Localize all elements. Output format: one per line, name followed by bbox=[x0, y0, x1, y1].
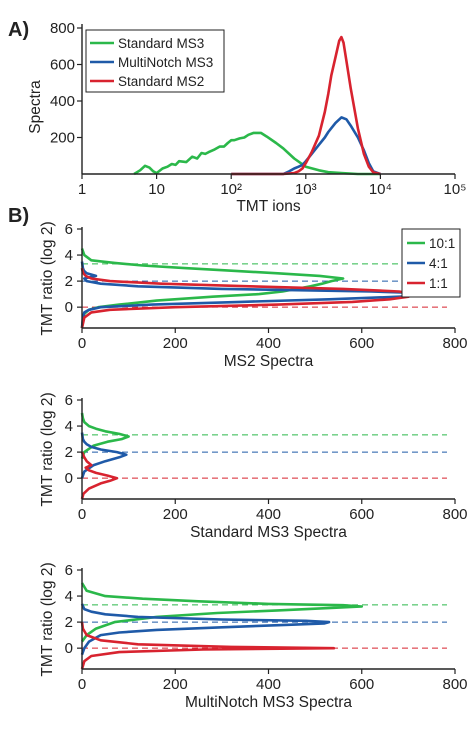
legend-label: 4:1 bbox=[429, 256, 448, 271]
panel-label-b: B) bbox=[8, 205, 29, 227]
x-tick-label: 1 bbox=[78, 181, 86, 198]
legend-label: Standard MS3 bbox=[118, 36, 204, 51]
series-line-standard-ms2 bbox=[231, 35, 381, 176]
y-tick-label: 6 bbox=[65, 221, 73, 238]
series-line-10-1 bbox=[80, 412, 130, 460]
ratio-plot-standard-ms3: 0 200 400 600 800 0 2 4 6 Standard MS3 Spectra TMT… bbox=[39, 392, 468, 541]
x-tick-label: 400 bbox=[256, 335, 281, 352]
y-tick-label: 600 bbox=[50, 57, 75, 74]
x-tick-label: 10³ bbox=[295, 181, 317, 198]
ratio-plot-ms2: 0 200 400 600 800 0 2 4 6 MS2 Spectra TMT ratio (l… bbox=[39, 221, 468, 370]
legend: Standard MS3 MultiNotch MS3 Standard MS2 bbox=[85, 29, 225, 93]
series-line-4-1 bbox=[80, 603, 331, 656]
y-axis-label: TMT ratio (log 2) bbox=[39, 221, 56, 335]
series-line-10-1 bbox=[80, 582, 364, 643]
y-tick-label: 4 bbox=[65, 247, 73, 264]
histogram-tmt-ions: 1 10 10² 10³ 10⁴ 10⁵ 200 400 600 800 TMT ions Spect… bbox=[27, 20, 466, 215]
series-line-1-1 bbox=[80, 451, 119, 500]
x-tick-label: 800 bbox=[442, 335, 467, 352]
x-axis-label: TMT ions bbox=[236, 198, 301, 215]
x-tick-label: 0 bbox=[78, 676, 86, 693]
y-tick-label: 6 bbox=[65, 562, 73, 579]
y-axis-label: TMT ratio (log 2) bbox=[39, 392, 56, 506]
x-tick-label: 10⁵ bbox=[444, 181, 467, 198]
x-tick-label: 400 bbox=[256, 676, 281, 693]
x-tick-label: 10 bbox=[148, 181, 165, 198]
y-axis-label: Spectra bbox=[27, 80, 44, 134]
series-line-standard-ms3 bbox=[133, 131, 381, 176]
y-tick-label: 200 bbox=[50, 130, 75, 147]
y-tick-label: 400 bbox=[50, 93, 75, 110]
x-tick-label: 600 bbox=[349, 506, 374, 523]
x-tick-label: 200 bbox=[163, 676, 188, 693]
x-axis-label: MS2 Spectra bbox=[224, 353, 314, 370]
y-axis-label: TMT ratio (log 2) bbox=[39, 562, 56, 676]
x-tick-label: 10² bbox=[220, 181, 242, 198]
legend: 10:1 4:1 1:1 bbox=[401, 228, 461, 298]
y-tick-label: 4 bbox=[65, 418, 73, 435]
x-tick-label: 600 bbox=[349, 335, 374, 352]
legend-label: MultiNotch MS3 bbox=[118, 55, 213, 70]
x-tick-label: 400 bbox=[256, 506, 281, 523]
x-tick-label: 200 bbox=[163, 506, 188, 523]
x-tick-label: 200 bbox=[163, 335, 188, 352]
series-line-4-1 bbox=[80, 432, 128, 479]
x-tick-label: 0 bbox=[78, 506, 86, 523]
y-tick-label: 2 bbox=[65, 273, 73, 290]
y-tick-label: 4 bbox=[65, 588, 73, 605]
y-tick-label: 0 bbox=[65, 640, 73, 657]
legend-label: 1:1 bbox=[429, 276, 448, 291]
x-axis-label: Standard MS3 Spectra bbox=[190, 524, 347, 541]
x-tick-label: 800 bbox=[442, 506, 467, 523]
x-tick-label: 600 bbox=[349, 676, 374, 693]
legend-label: 10:1 bbox=[429, 236, 455, 251]
ratio-plot-multinotch-ms3: 0 200 400 600 800 0 2 4 6 MultiNotch MS3 Spectra T… bbox=[39, 562, 468, 711]
y-tick-label: 0 bbox=[65, 470, 73, 487]
y-tick-label: 2 bbox=[65, 614, 73, 631]
series-line-1-1 bbox=[80, 621, 336, 670]
y-tick-label: 6 bbox=[65, 392, 73, 409]
x-axis-label: MultiNotch MS3 Spectra bbox=[185, 694, 352, 711]
y-tick-label: 0 bbox=[65, 299, 73, 316]
y-tick-label: 800 bbox=[50, 20, 75, 37]
x-tick-label: 0 bbox=[78, 335, 86, 352]
y-tick-label: 2 bbox=[65, 444, 73, 461]
legend-label: Standard MS2 bbox=[118, 74, 204, 89]
x-tick-label: 800 bbox=[442, 676, 467, 693]
x-tick-label: 10⁴ bbox=[369, 181, 392, 198]
panel-label-a: A) bbox=[8, 19, 29, 41]
